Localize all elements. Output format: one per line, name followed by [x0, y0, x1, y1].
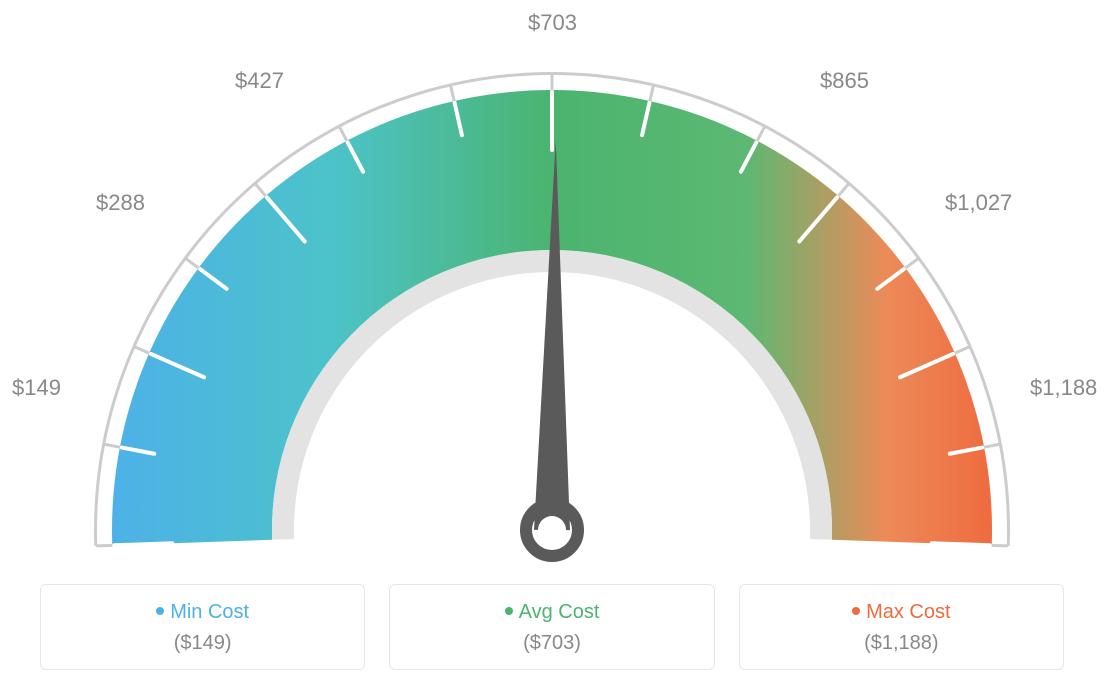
- legend-min-box: Min Cost ($149): [40, 584, 365, 670]
- gauge-tick-label: $149: [12, 375, 61, 401]
- legend-max-box: Max Cost ($1,188): [739, 584, 1064, 670]
- legend-min-value: ($149): [51, 632, 354, 655]
- legend-avg-dot: [505, 607, 513, 615]
- legend-max-title: Max Cost: [750, 601, 1053, 624]
- legend-max-dot: [852, 607, 860, 615]
- gauge-svg: [0, 0, 1104, 570]
- legend-avg-title-text: Avg Cost: [519, 601, 600, 623]
- gauge-chart-container: $149 $288 $427 $703 $865 $1,027 $1,188 Min Cos…: [0, 0, 1104, 690]
- gauge-tick-label: $288: [96, 190, 145, 216]
- legend-min-dot: [156, 607, 164, 615]
- legend-max-value: ($1,188): [750, 632, 1053, 655]
- legend-row: Min Cost ($149) Avg Cost ($703) Max Cost…: [40, 584, 1064, 670]
- legend-max-title-text: Max Cost: [866, 601, 950, 623]
- legend-avg-title: Avg Cost: [400, 601, 703, 624]
- gauge-tick-label: $1,188: [1030, 375, 1097, 401]
- gauge-tick-label: $865: [820, 68, 869, 94]
- legend-avg-value: ($703): [400, 632, 703, 655]
- gauge-tick-label: $703: [528, 10, 577, 36]
- gauge-area: $149 $288 $427 $703 $865 $1,027 $1,188: [0, 0, 1104, 570]
- legend-min-title: Min Cost: [51, 601, 354, 624]
- legend-min-title-text: Min Cost: [170, 601, 249, 623]
- legend-avg-box: Avg Cost ($703): [389, 584, 714, 670]
- gauge-tick-label: $1,027: [945, 190, 1012, 216]
- gauge-tick-label: $427: [235, 68, 284, 94]
